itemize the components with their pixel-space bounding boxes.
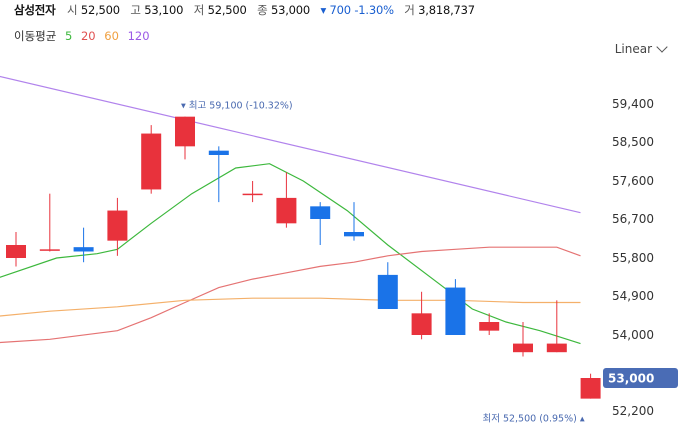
- candle-body: [107, 210, 128, 241]
- candle-body: [6, 245, 26, 258]
- change-value: ▾ 700 -1.30%: [320, 3, 395, 17]
- candle-body: [445, 287, 466, 335]
- y-tick-label: 54,000: [612, 328, 654, 342]
- volume-value: 3,818,737: [418, 3, 475, 17]
- price-summary: 삼성전자 시 52,500 고 53,100 저 52,500 종 53,000…: [14, 2, 482, 20]
- high-label: 고: [130, 3, 141, 17]
- candle-body: [208, 150, 229, 155]
- y-tick-label: 55,800: [612, 251, 654, 265]
- ma-legend-60: 60: [104, 29, 119, 43]
- current-price-tag: [603, 368, 678, 388]
- candle-body: [546, 343, 567, 353]
- current-price-label: 53,000: [608, 372, 654, 386]
- ma-legend-120: 120: [127, 29, 150, 43]
- ma60-line: [0, 297, 581, 317]
- candle-body: [242, 193, 263, 196]
- ma120-line: [0, 75, 581, 214]
- y-tick-label: 57,600: [612, 174, 654, 188]
- ma5-line: [0, 163, 581, 345]
- stock-name: 삼성전자: [14, 3, 56, 17]
- candle-body: [39, 249, 60, 251]
- candle-body: [276, 197, 297, 224]
- y-tick-label: 56,700: [612, 212, 654, 226]
- low-label: 저: [193, 3, 205, 17]
- candle-body: [580, 378, 601, 399]
- low-value: 52,500: [207, 3, 247, 17]
- y-tick-label: 52,200: [612, 404, 654, 418]
- max-price-marker: ▾ 최고 59,100 (-10.32%): [181, 101, 293, 112]
- candle-body: [175, 116, 195, 147]
- close-label: 종: [257, 3, 268, 17]
- candle-body: [73, 247, 94, 252]
- candle-body: [141, 133, 162, 190]
- candle-body: [377, 274, 398, 309]
- open-value: 52,500: [80, 3, 120, 17]
- ma20-line: [0, 246, 581, 344]
- ma-legend-label: 이동평균: [14, 29, 57, 43]
- candle-body: [411, 313, 432, 335]
- y-tick-label: 59,400: [612, 97, 654, 111]
- ma-legend-5: 5: [64, 29, 73, 43]
- candle-body: [513, 343, 533, 353]
- scale-dropdown[interactable]: Linear: [614, 41, 668, 56]
- open-label: 시: [67, 3, 78, 17]
- close-value: 53,000: [270, 3, 311, 17]
- candle-body: [479, 322, 500, 331]
- candle-body: [310, 206, 331, 219]
- ma-legend-20: 20: [80, 29, 96, 43]
- candle-body: [344, 232, 364, 237]
- moving-average-legend[interactable]: 이동평균 5 20 60 120: [14, 28, 155, 44]
- high-value: 53,100: [144, 3, 184, 17]
- y-tick-label: 58,500: [612, 135, 654, 149]
- y-tick-label: 54,900: [612, 289, 654, 303]
- volume-label: 거: [404, 3, 415, 17]
- min-price-marker: 최저 52,500 (0.95%) ▴: [482, 414, 584, 423]
- scale-label: Linear: [614, 42, 652, 56]
